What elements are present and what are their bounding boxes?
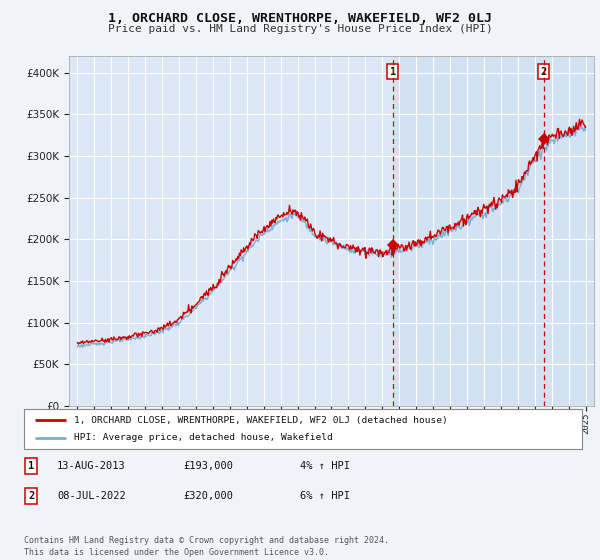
Text: 1: 1 — [28, 461, 34, 471]
Text: 1, ORCHARD CLOSE, WRENTHORPE, WAKEFIELD, WF2 0LJ (detached house): 1, ORCHARD CLOSE, WRENTHORPE, WAKEFIELD,… — [74, 416, 448, 424]
Text: 6% ↑ HPI: 6% ↑ HPI — [300, 491, 350, 501]
Text: 13-AUG-2013: 13-AUG-2013 — [57, 461, 126, 471]
Text: £320,000: £320,000 — [183, 491, 233, 501]
Text: Contains HM Land Registry data © Crown copyright and database right 2024.
This d: Contains HM Land Registry data © Crown c… — [24, 536, 389, 557]
Bar — [393, 56, 594, 406]
Text: Price paid vs. HM Land Registry's House Price Index (HPI): Price paid vs. HM Land Registry's House … — [107, 24, 493, 34]
Text: 08-JUL-2022: 08-JUL-2022 — [57, 491, 126, 501]
Text: 2: 2 — [541, 67, 547, 77]
Text: £193,000: £193,000 — [183, 461, 233, 471]
Text: 4% ↑ HPI: 4% ↑ HPI — [300, 461, 350, 471]
Text: 1: 1 — [389, 67, 396, 77]
Text: 1, ORCHARD CLOSE, WRENTHORPE, WAKEFIELD, WF2 0LJ: 1, ORCHARD CLOSE, WRENTHORPE, WAKEFIELD,… — [108, 12, 492, 25]
Text: HPI: Average price, detached house, Wakefield: HPI: Average price, detached house, Wake… — [74, 433, 333, 442]
Text: 2: 2 — [28, 491, 34, 501]
